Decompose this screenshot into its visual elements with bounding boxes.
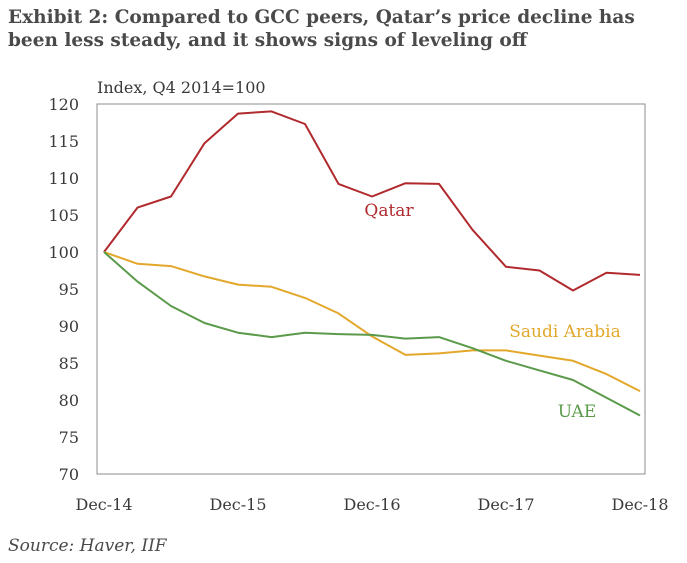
y-tick-label: 70 xyxy=(59,465,79,484)
y-tick-label: 105 xyxy=(48,206,79,225)
series-line-uae xyxy=(103,251,641,417)
y-axis-label: Index, Q4 2014=100 xyxy=(97,78,266,97)
series-label-uae: UAE xyxy=(558,402,597,422)
y-tick-label: 85 xyxy=(59,354,79,373)
series-label-saudi-arabia: Saudi Arabia xyxy=(509,322,620,342)
chart-title: Exhibit 2: Compared to GCC peers, Qatar’… xyxy=(8,7,635,51)
y-tick-label: 115 xyxy=(48,132,79,151)
y-tick-label: 80 xyxy=(59,391,79,410)
plot-frame xyxy=(96,103,646,475)
x-tick-label: Dec-16 xyxy=(343,495,400,514)
x-tick-label: Dec-15 xyxy=(209,495,266,514)
x-tick-label: Dec-17 xyxy=(477,495,534,514)
source-note: Source: Haver, IIF xyxy=(8,536,167,556)
y-tick-label: 100 xyxy=(48,243,79,262)
series-line-saudi-arabia xyxy=(103,251,641,392)
series-label-qatar: Qatar xyxy=(364,201,414,221)
y-tick-label: 75 xyxy=(59,428,79,447)
y-tick-label: 110 xyxy=(48,169,79,188)
x-tick-label: Dec-18 xyxy=(611,495,668,514)
y-tick-label: 90 xyxy=(59,317,79,336)
y-tick-label: 95 xyxy=(59,280,79,299)
x-tick-label: Dec-14 xyxy=(75,495,132,514)
series-line-qatar xyxy=(103,110,641,292)
y-tick-label: 120 xyxy=(48,95,79,114)
